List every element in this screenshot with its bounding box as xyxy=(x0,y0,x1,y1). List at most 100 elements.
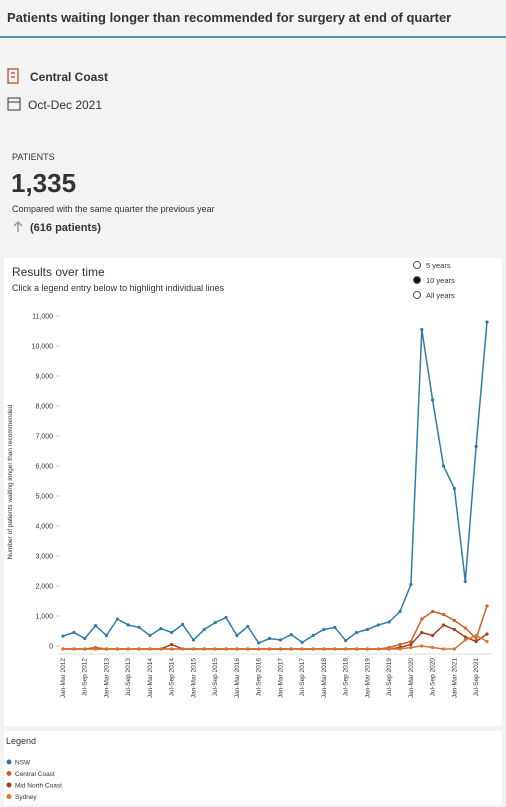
data-point xyxy=(246,647,250,651)
data-point xyxy=(344,647,348,651)
data-point xyxy=(365,647,370,651)
legend-label[interactable]: Mid North Coast xyxy=(15,783,62,790)
data-point xyxy=(235,633,239,638)
data-point xyxy=(213,647,217,651)
kpi-value: 1,335 xyxy=(11,168,76,198)
x-tick-label: Jan-Mar 2013 xyxy=(103,658,110,698)
data-point xyxy=(235,647,239,651)
data-point xyxy=(463,626,467,630)
data-point xyxy=(441,623,446,627)
data-point xyxy=(474,639,478,644)
legend-label[interactable]: Sydney xyxy=(15,794,37,801)
data-point xyxy=(61,634,65,638)
data-point xyxy=(452,618,456,623)
data-point xyxy=(289,633,293,637)
radio-button[interactable] xyxy=(413,276,421,284)
data-point xyxy=(398,647,402,651)
data-point xyxy=(354,630,359,635)
chart-title: Results over time xyxy=(12,265,105,279)
x-tick-label: Jan-Mar 2016 xyxy=(234,658,241,698)
data-point xyxy=(300,647,304,651)
data-point xyxy=(148,647,152,651)
data-point xyxy=(474,633,478,638)
data-point xyxy=(202,627,206,632)
x-tick-label: Jul-Sep 2014 xyxy=(169,658,176,697)
data-point xyxy=(387,620,391,624)
up-arrow xyxy=(13,220,23,232)
legend-swatch[interactable] xyxy=(6,771,12,776)
kpi-label: PATIENTS xyxy=(12,152,55,162)
x-tick-label: Jul-Sep 2018 xyxy=(343,658,350,697)
data-point xyxy=(441,647,446,651)
data-point xyxy=(376,623,380,627)
x-tick-label: Jan-Mar 2017 xyxy=(277,658,284,698)
data-point xyxy=(224,615,228,620)
data-point xyxy=(115,617,119,621)
series-line xyxy=(63,634,488,650)
data-point xyxy=(61,647,65,651)
y-tick-label: 11,000 xyxy=(32,314,53,321)
radio-button[interactable] xyxy=(413,261,421,269)
radio-label[interactable]: 10 years xyxy=(426,276,455,285)
x-tick-label: Jul-Sep 2017 xyxy=(299,658,306,697)
chart-subtitle: Click a legend entry below to highlight … xyxy=(12,283,225,293)
data-point xyxy=(409,582,413,587)
data-point xyxy=(83,647,87,651)
legend-swatch[interactable] xyxy=(6,782,12,788)
radio-label[interactable]: 5 years xyxy=(426,261,451,270)
data-point xyxy=(333,647,337,651)
x-tick-label: Jan-Mar 2018 xyxy=(321,658,328,698)
x-tick-label: Jul-Sep 2021 xyxy=(473,658,480,697)
radio-button[interactable] xyxy=(413,291,421,299)
data-point xyxy=(104,633,109,638)
data-point xyxy=(365,627,370,632)
data-point xyxy=(137,625,141,630)
x-tick-label: Jan-Mar 2019 xyxy=(364,658,371,698)
data-point xyxy=(474,636,478,641)
legend-swatch[interactable] xyxy=(6,759,12,765)
x-tick-label: Jan-Mar 2012 xyxy=(60,658,67,698)
data-point xyxy=(224,647,228,651)
data-point xyxy=(441,612,446,617)
data-point xyxy=(72,647,76,651)
data-point xyxy=(452,486,456,491)
data-point xyxy=(387,647,391,651)
data-point xyxy=(267,636,272,641)
data-point xyxy=(409,642,413,647)
legend-title: Legend xyxy=(6,736,36,746)
data-point xyxy=(289,647,293,651)
y-tick-label: 1,000 xyxy=(35,614,53,621)
series-line xyxy=(62,321,488,644)
y-tick-label: 2,000 xyxy=(35,584,53,591)
data-point xyxy=(452,627,456,632)
data-point xyxy=(376,647,380,651)
title-rule xyxy=(0,36,506,38)
data-point xyxy=(83,636,87,641)
y-tick-label: 0 xyxy=(49,644,53,651)
y-tick-label: 6,000 xyxy=(35,464,53,471)
data-point xyxy=(463,635,467,639)
data-point xyxy=(322,647,326,651)
legend-swatch[interactable] xyxy=(6,794,12,799)
data-point xyxy=(311,633,315,638)
y-tick-label: 4,000 xyxy=(35,524,53,531)
data-point xyxy=(278,638,283,642)
kpi-comparison: Compared with the same quarter the previ… xyxy=(12,204,215,214)
legend-panel xyxy=(4,731,502,805)
legend-label[interactable]: NSW xyxy=(15,760,31,767)
calendar-icon xyxy=(7,97,21,111)
data-point xyxy=(300,640,304,645)
period: Oct-Dec 2021 xyxy=(28,98,102,112)
data-point xyxy=(94,647,98,651)
data-point xyxy=(278,647,283,651)
legend-label[interactable]: Central Coast xyxy=(15,771,55,778)
data-point xyxy=(202,647,206,651)
data-point xyxy=(170,647,174,651)
data-point xyxy=(485,604,489,608)
data-point xyxy=(354,647,359,651)
x-tick-label: Jul-Sep 2012 xyxy=(82,658,89,697)
radio-label[interactable]: All years xyxy=(426,291,455,300)
data-point xyxy=(463,638,467,642)
y-tick-label: 7,000 xyxy=(35,434,53,441)
